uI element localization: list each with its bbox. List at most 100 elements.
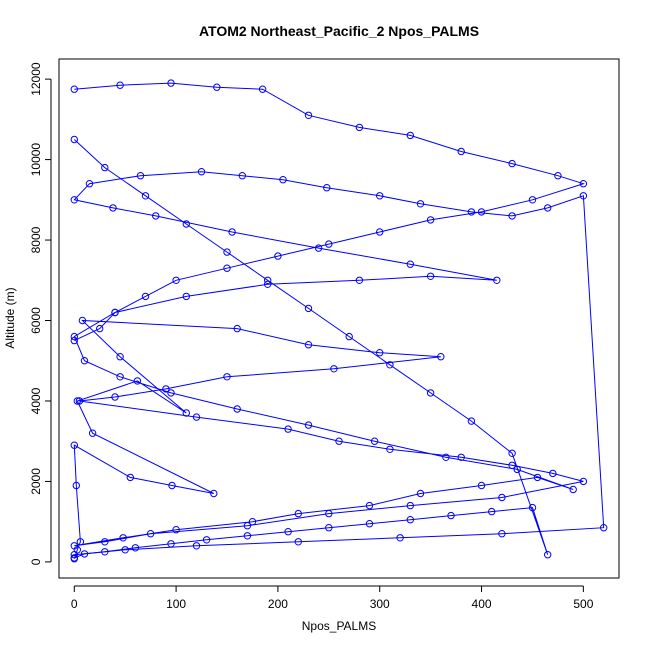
data-point [168,481,176,490]
data-point [167,389,175,397]
data-point [508,159,516,168]
data-point [70,135,79,144]
data-point [111,393,119,401]
data-point [376,228,384,236]
data-point [355,123,364,132]
y-tick-label: 4000 [29,387,43,414]
data-point [70,332,79,341]
data-point [284,528,292,536]
data-point [141,192,150,200]
data-point [233,405,241,413]
data-point [78,316,87,325]
x-tick-label: 500 [573,597,593,611]
data-point [426,389,435,397]
data-point [314,244,323,252]
data-point [116,373,124,381]
data-point [192,542,201,550]
data-point [243,532,252,540]
x-axis: 0 100 200 300 400 500 [71,585,594,611]
data-point [376,349,384,357]
data-point [152,212,160,220]
data-point [182,220,191,228]
data-point [172,276,180,284]
data-point [335,437,343,445]
data-point [76,538,85,546]
data-point [294,538,302,546]
data-point [192,413,201,421]
data-point [162,385,170,393]
data-point [116,353,124,361]
data-point [101,538,109,546]
y-tick-label: 8000 [29,226,43,253]
data-point [202,536,211,544]
data-point [223,373,231,381]
data-point [70,85,79,93]
y-axis-label: Altitude (m) [3,287,17,348]
data-point [101,548,109,556]
data-point [228,228,236,236]
data-point [182,292,191,301]
data-point [365,501,374,510]
data-point [243,522,252,530]
data-point [579,192,588,200]
data-point [109,204,117,212]
data-point [477,208,486,216]
data-point [508,449,516,457]
data-point [579,477,588,486]
data-point [513,465,521,474]
data-point [386,361,394,369]
data-point [508,212,516,220]
data-point [182,409,191,417]
data-point [457,147,465,156]
data-point [406,131,414,140]
y-tick-label: 2000 [29,468,43,495]
data-point [355,276,364,284]
data-point [437,353,445,361]
data-point [457,453,465,461]
chart-title: ATOM2 Northeast_Pacific_2 Npos_PALMS [199,23,479,39]
plot-frame [58,58,620,579]
data-point [73,397,82,405]
data-series [70,79,588,345]
data-point [498,530,506,538]
data-point [80,357,89,365]
y-tick-label: 12000 [29,62,43,96]
data-point [279,176,287,184]
data-point [426,216,435,224]
data-point [304,341,313,349]
data-point [304,111,313,120]
data-point [70,336,79,345]
series-line [73,139,549,556]
data-point [488,507,496,516]
x-tick-label: 0 [71,597,78,611]
data-point [544,204,552,212]
data-point [197,168,206,176]
data-point [167,540,175,548]
data-point [141,292,150,301]
series-line [74,82,586,342]
data-point [528,196,537,204]
data-point [167,79,175,87]
data-point [274,252,282,260]
data-point [223,264,231,272]
data-point [467,208,476,216]
data-point [330,365,338,373]
data-point [210,489,218,498]
data-point [70,542,79,550]
data-point [396,534,404,542]
data-point [284,425,292,433]
y-tick-label: 10000 [29,143,43,177]
data-series [70,135,552,559]
data-point [133,377,142,385]
x-tick-label: 100 [166,597,186,611]
data-point [554,172,562,180]
data-point [600,524,608,532]
data-point [406,516,414,524]
data-point [365,520,374,528]
data-point [447,511,455,520]
series-layer [70,79,608,563]
data-point [233,324,241,333]
data-point [223,248,231,256]
data-point [544,551,552,559]
